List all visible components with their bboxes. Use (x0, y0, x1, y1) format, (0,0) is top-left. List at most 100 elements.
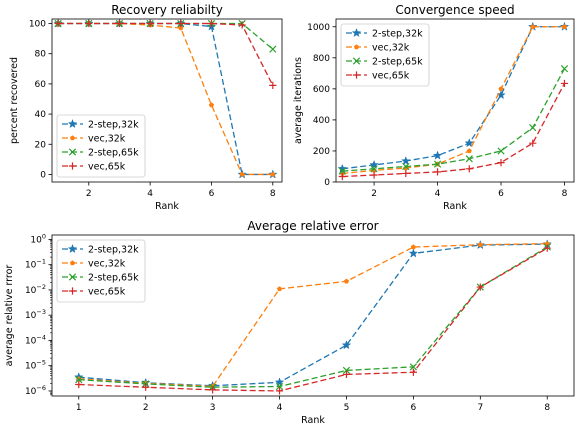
x-tick-label: 6 (209, 189, 215, 199)
data-point (177, 19, 185, 28)
legend-marker (68, 148, 77, 156)
x-tick-label: 2 (143, 403, 149, 413)
data-point (529, 139, 537, 147)
legend-marker (353, 44, 360, 50)
chart-title: Recovery reliabilty (111, 3, 223, 17)
y-axis-label: average iterations (293, 57, 304, 144)
legend-marker (68, 287, 77, 295)
y-tick-label: 200 (313, 147, 330, 157)
plot-area (337, 21, 570, 181)
legend-label: vec,32k (372, 43, 410, 54)
y-tick-label: 100 (30, 232, 46, 245)
legend-box (340, 23, 430, 87)
chart-panel-2: Convergence speed 2 4 6 8 0 200 400 600 800 1000 Ra… (293, 3, 575, 212)
series-line (342, 26, 565, 170)
legend-marker (68, 162, 77, 170)
y-tick-label: 80 (35, 50, 47, 60)
series-line (58, 22, 274, 86)
legend-label: vec,32k (88, 134, 126, 145)
legend: 2-step,32k vec,32k 2-step,65k vec,65k (340, 23, 430, 87)
x-tick-label: 8 (270, 189, 276, 199)
data-point (498, 86, 504, 92)
data-point (408, 248, 419, 258)
y-tick-label: 100 (29, 20, 46, 30)
x-tick-label: 7 (477, 403, 483, 413)
legend-box (56, 239, 146, 303)
chart-title: Convergence speed (395, 3, 514, 17)
data-point (146, 19, 154, 28)
y-tick-label: 10−6 (25, 384, 46, 397)
legend-label: vec,32k (88, 259, 126, 270)
data-point (208, 102, 215, 108)
y-tick-label: 20 (35, 140, 47, 150)
x-axis-label: Rank (443, 201, 467, 212)
legend-marker (69, 260, 76, 266)
legend-label: vec,65k (372, 71, 410, 82)
axes-frame (51, 234, 575, 397)
series-line (78, 243, 548, 387)
x-tick-label: 5 (344, 403, 350, 413)
data-point (560, 65, 569, 73)
data-point (269, 81, 277, 90)
plot-area (53, 19, 278, 179)
data-point (238, 21, 246, 29)
series-vec-65k (54, 19, 277, 90)
x-tick-label: 6 (498, 189, 504, 199)
series-vec-65k (75, 244, 551, 395)
data-point (530, 24, 536, 29)
data-point (342, 370, 351, 379)
legend-label: 2-step,65k (88, 273, 139, 284)
data-point (341, 340, 352, 350)
y-tick-label: 10−1 (25, 258, 46, 271)
x-tick-label: 4 (435, 189, 441, 199)
data-point (370, 171, 378, 179)
data-point (465, 155, 473, 163)
data-point (433, 168, 442, 176)
axes-frame (51, 18, 283, 183)
series-vec-32k (76, 240, 550, 389)
data-point (270, 171, 276, 177)
legend: 2-step,32k vec,32k 2-step,65k vec,65k (56, 114, 146, 178)
x-tick-label: 3 (210, 403, 216, 413)
legend-label: 2-step,65k (372, 57, 423, 68)
data-point (276, 286, 283, 292)
x-tick-label: 6 (411, 403, 417, 413)
y-axis-label: percent recovered (9, 57, 20, 144)
data-point (275, 382, 284, 391)
chart-panel-3: Average relative error 1 2 3 4 5 6 7 8 10−6 10−5 10… (4, 219, 575, 426)
legend-label: vec,65k (88, 162, 126, 173)
legend-marker (67, 118, 78, 129)
series-2-step-65k (75, 243, 551, 391)
data-point (432, 150, 443, 160)
data-point (178, 25, 184, 31)
data-point (338, 172, 346, 181)
x-tick-label: 8 (544, 403, 550, 413)
y-tick-label: 60 (35, 80, 47, 90)
x-axis-label: Rank (155, 201, 179, 212)
series-line (78, 243, 548, 388)
data-point (75, 376, 83, 384)
data-point (269, 45, 277, 53)
y-tick-label: 10−3 (25, 308, 46, 321)
data-point (275, 387, 284, 395)
data-point (239, 171, 245, 177)
data-point (115, 19, 124, 28)
data-point (343, 278, 350, 284)
data-point (209, 386, 217, 394)
legend-label: vec,65k (88, 287, 126, 298)
legend-marker (67, 243, 78, 254)
legend-marker (68, 273, 77, 281)
data-point (476, 283, 484, 291)
data-point (85, 19, 93, 28)
data-point (561, 24, 568, 29)
data-point (402, 169, 410, 178)
data-point (338, 167, 346, 175)
chart-title: Average relative error (247, 219, 378, 233)
data-point (402, 162, 410, 171)
data-point (75, 380, 83, 389)
y-tick-label: 800 (313, 54, 330, 64)
data-point (401, 155, 411, 166)
series-line (78, 247, 548, 392)
data-point (543, 244, 551, 252)
data-point (433, 160, 442, 168)
